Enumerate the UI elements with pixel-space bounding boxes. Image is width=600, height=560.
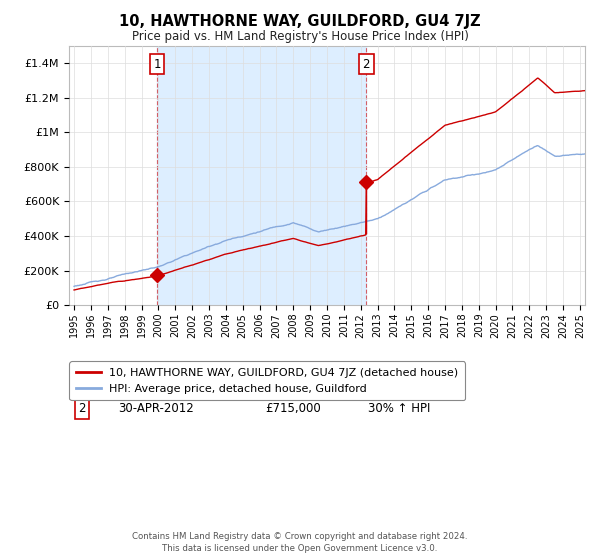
Text: £175,000: £175,000 [265,382,321,395]
Text: 1: 1 [78,382,86,395]
Text: 2: 2 [362,58,370,71]
Text: £715,000: £715,000 [265,403,321,416]
Text: 1: 1 [153,58,161,71]
Text: 04-DEC-1998: 04-DEC-1998 [118,382,196,395]
Legend: 10, HAWTHORNE WAY, GUILDFORD, GU4 7JZ (detached house), HPI: Average price, deta: 10, HAWTHORNE WAY, GUILDFORD, GU4 7JZ (d… [70,361,465,400]
Text: 30% ↑ HPI: 30% ↑ HPI [368,403,431,416]
Text: 23% ↓ HPI: 23% ↓ HPI [368,382,431,395]
Text: 30-APR-2012: 30-APR-2012 [118,403,194,416]
Text: Price paid vs. HM Land Registry's House Price Index (HPI): Price paid vs. HM Land Registry's House … [131,30,469,43]
Text: 2: 2 [78,403,86,416]
Text: Contains HM Land Registry data © Crown copyright and database right 2024.
This d: Contains HM Land Registry data © Crown c… [132,532,468,553]
Bar [157,46,366,305]
Text: 10, HAWTHORNE WAY, GUILDFORD, GU4 7JZ: 10, HAWTHORNE WAY, GUILDFORD, GU4 7JZ [119,14,481,29]
